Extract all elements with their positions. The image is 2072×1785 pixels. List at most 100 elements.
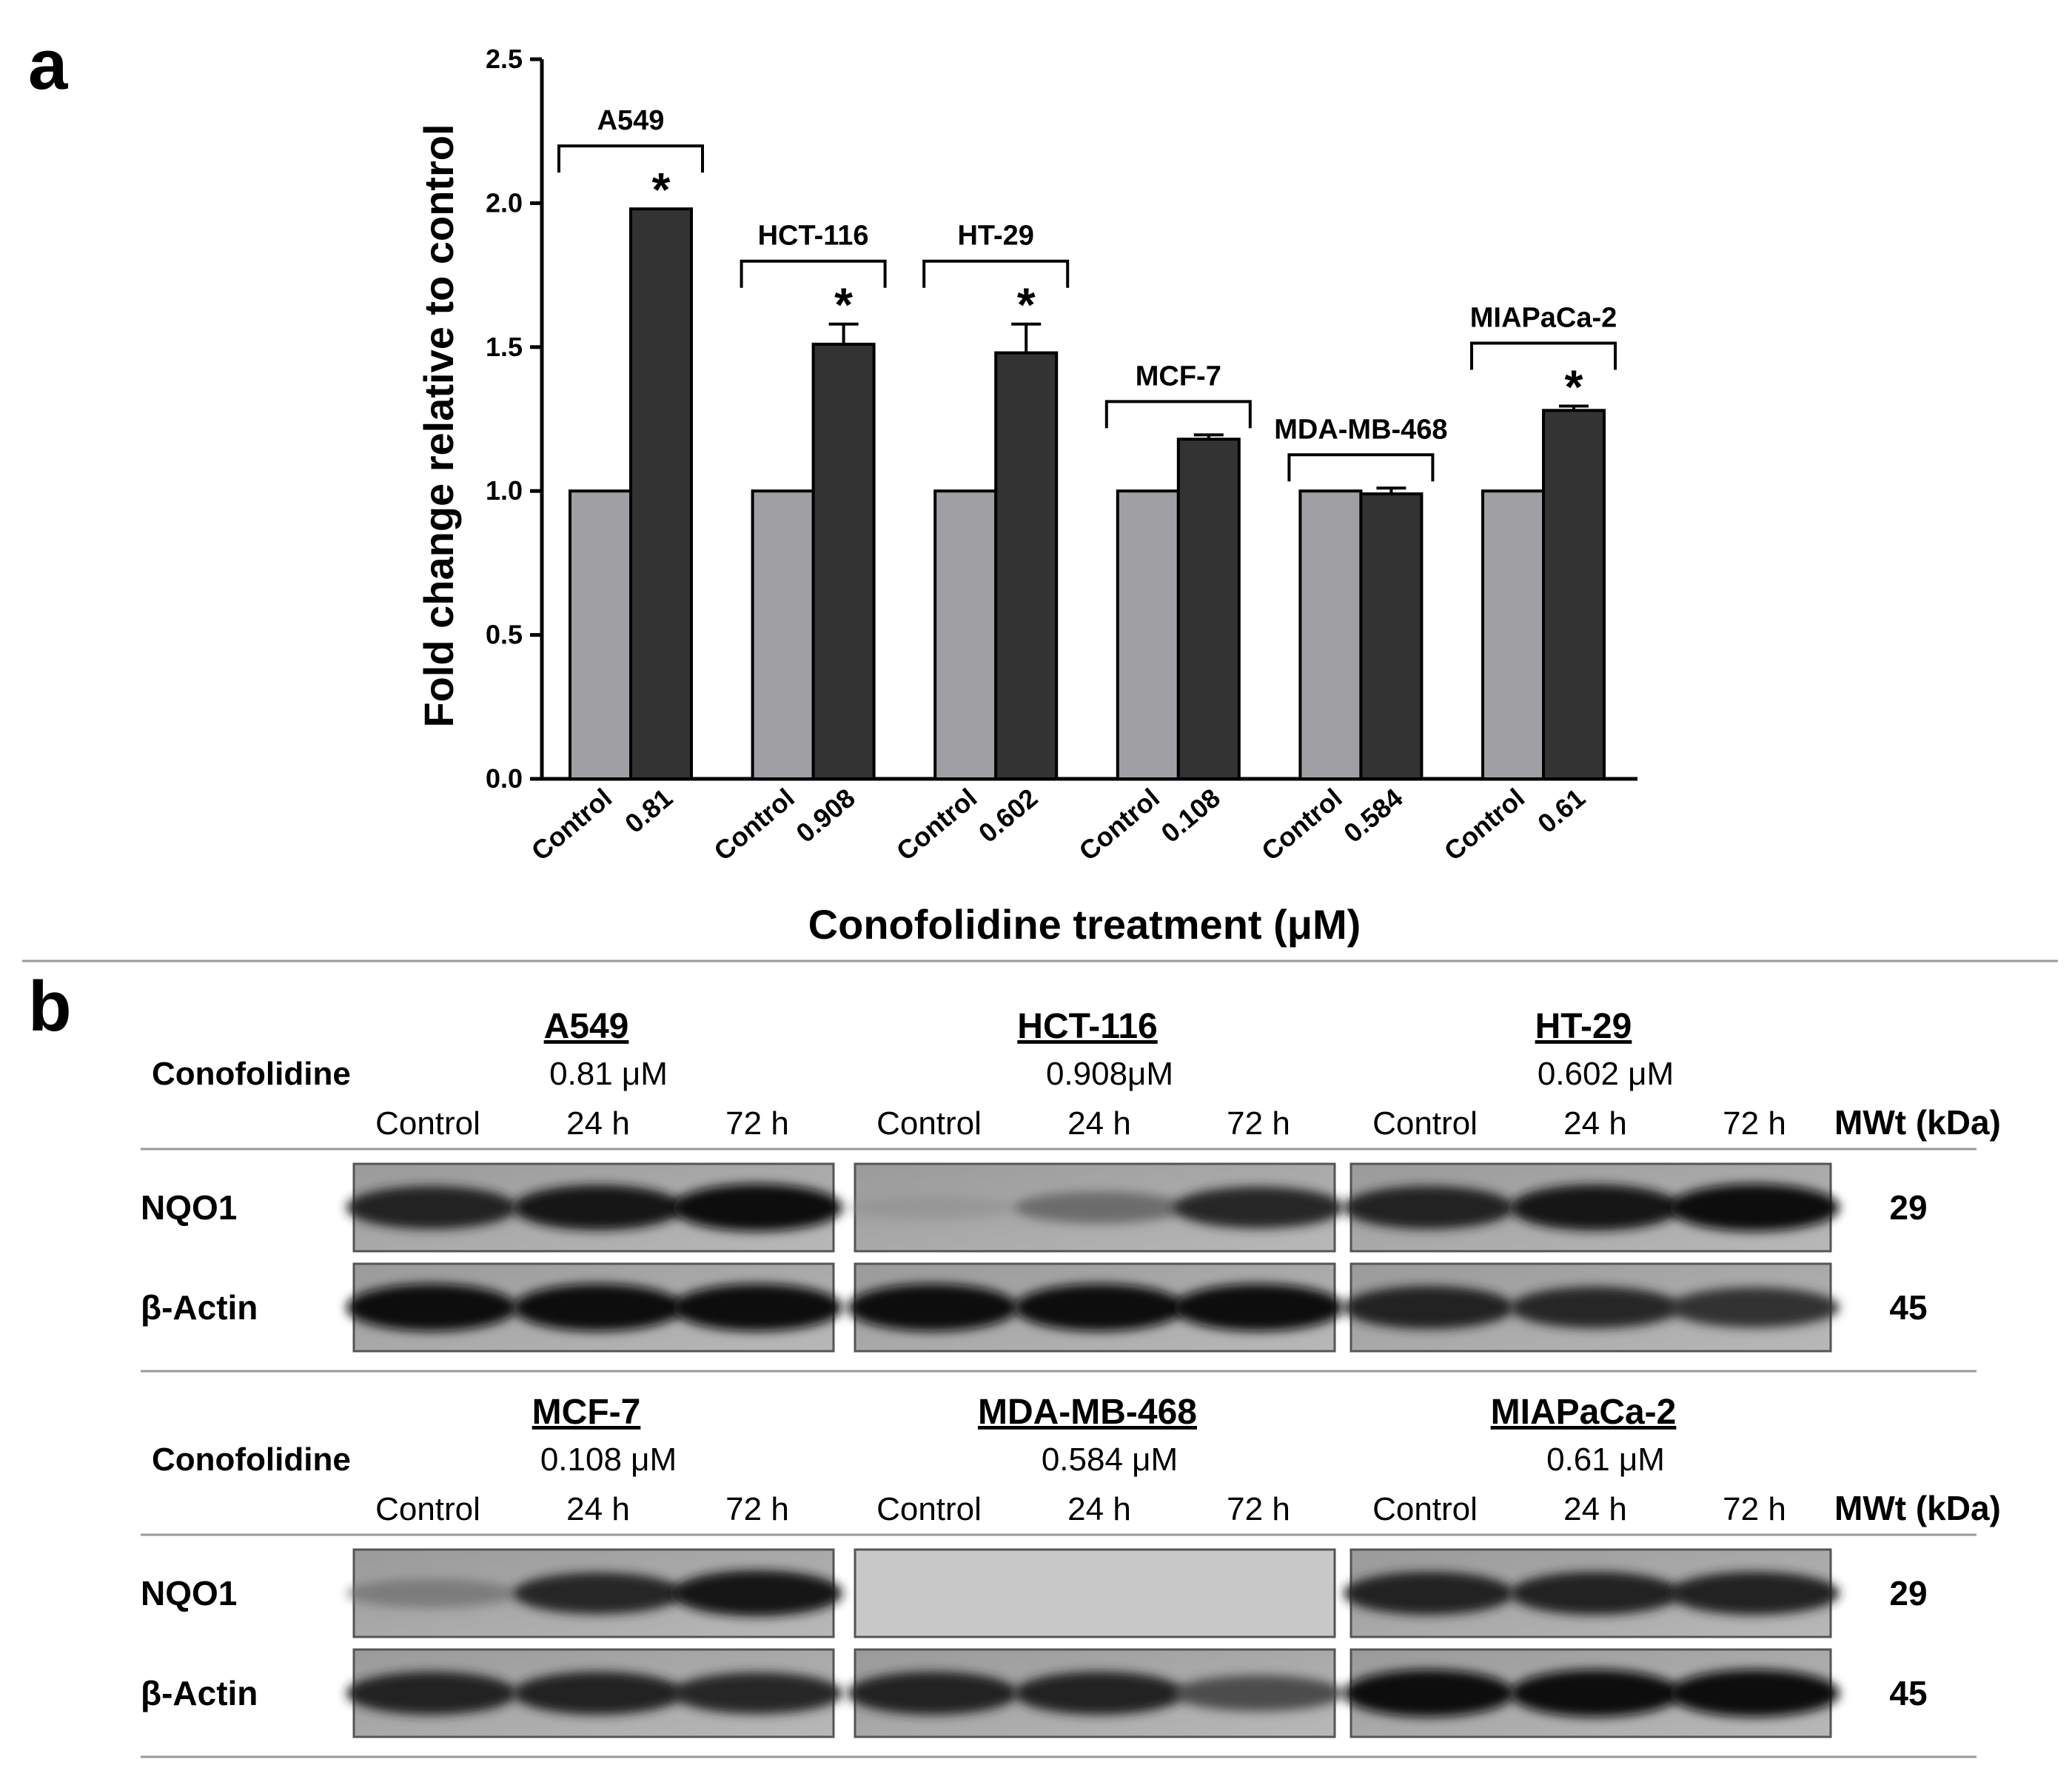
y-tick-label: 1.5 bbox=[486, 332, 523, 362]
bar-HT-29-0.602 bbox=[994, 351, 1059, 780]
blot-band bbox=[1344, 1670, 1514, 1717]
blot-band bbox=[513, 1671, 683, 1715]
lane-label: 72 h bbox=[1723, 1105, 1786, 1142]
blot-band bbox=[1669, 1287, 1840, 1328]
group-bracket bbox=[922, 259, 1070, 288]
bar-MDA-MB-468-Control bbox=[1298, 489, 1363, 780]
lane-label: Control bbox=[375, 1491, 480, 1527]
y-tick-label: 2.5 bbox=[486, 44, 523, 74]
mw-value: 45 bbox=[1889, 1674, 1927, 1712]
treatment-label: Conofolidine bbox=[152, 1441, 351, 1478]
cell-line-title: HCT-116 bbox=[1017, 1007, 1157, 1046]
lane-label: Control bbox=[876, 1491, 982, 1527]
group-label-MDA-MB-468: MDA-MB-468 bbox=[1274, 414, 1447, 445]
x-tick-label: Control bbox=[1438, 783, 1530, 867]
blot-band bbox=[1014, 1671, 1184, 1715]
cell-line-title: A549 bbox=[544, 1007, 629, 1046]
lane-label: 24 h bbox=[566, 1105, 630, 1142]
lane-label: 24 h bbox=[1067, 1105, 1131, 1142]
y-tick-label: 0.5 bbox=[486, 620, 523, 650]
concentration-label: 0.108 μM bbox=[540, 1441, 677, 1478]
concentration-label: 0.61 μM bbox=[1546, 1441, 1665, 1478]
lane-label: 24 h bbox=[1067, 1491, 1131, 1527]
row-label: β-Actin bbox=[141, 1288, 258, 1327]
bar-HCT-116-0.908 bbox=[811, 342, 876, 780]
blot-band bbox=[1173, 1675, 1344, 1712]
group-label-HCT-116: HCT-116 bbox=[758, 221, 869, 252]
blot-band bbox=[672, 1672, 842, 1715]
x-tick-label: 0.61 bbox=[1532, 783, 1591, 839]
bar-HT-29-Control bbox=[933, 489, 998, 780]
blot-band bbox=[1344, 1285, 1514, 1330]
significance-star: * bbox=[1017, 278, 1036, 332]
bar-MCF-7-Control bbox=[1116, 489, 1180, 780]
blot-band bbox=[1173, 1186, 1344, 1229]
blot-band bbox=[1344, 1571, 1514, 1615]
blot-band bbox=[848, 1284, 1018, 1331]
y-tick-label: 1.0 bbox=[486, 475, 523, 506]
bar-MIAPaCa-2-Control bbox=[1481, 489, 1545, 780]
blot-band bbox=[1669, 1184, 1840, 1231]
blot-band bbox=[346, 1185, 517, 1230]
blot-band bbox=[1510, 1286, 1680, 1329]
significance-star: * bbox=[834, 278, 853, 332]
bar-HCT-116-Control bbox=[751, 489, 815, 780]
x-tick-label: 0.81 bbox=[619, 783, 678, 839]
blot-band bbox=[346, 1284, 517, 1331]
bar-MIAPaCa-2-0.61 bbox=[1542, 409, 1606, 780]
x-axis-label: Conofolidine treatment (μM) bbox=[808, 901, 1361, 948]
group-label-MCF-7: MCF-7 bbox=[1136, 361, 1221, 392]
cell-line-title: HT-29 bbox=[1535, 1007, 1632, 1046]
mw-value: 29 bbox=[1889, 1188, 1927, 1227]
bar-A549-Control bbox=[569, 489, 632, 780]
group-label-MIAPaCa-2: MIAPaCa-2 bbox=[1470, 303, 1617, 334]
blot-band bbox=[1510, 1571, 1680, 1615]
significance-star: * bbox=[1565, 361, 1583, 414]
lane-label: 72 h bbox=[725, 1105, 789, 1142]
bar-MDA-MB-468-0.584 bbox=[1359, 492, 1424, 780]
cell-line-title: MCF-7 bbox=[532, 1393, 641, 1432]
cell-line-title: MDA-MB-468 bbox=[978, 1393, 1197, 1432]
x-tick-label: Control bbox=[708, 783, 799, 867]
concentration-label: 0.584 μM bbox=[1042, 1441, 1178, 1478]
group-bracket bbox=[1287, 453, 1435, 482]
cell-line-title: MIAPaCa-2 bbox=[1491, 1393, 1677, 1432]
x-tick-label: 0.908 bbox=[790, 783, 860, 848]
treatment-label: Conofolidine bbox=[152, 1056, 351, 1092]
lane-label: Control bbox=[1372, 1491, 1478, 1527]
x-tick-label: Control bbox=[891, 783, 982, 867]
x-tick-label: Control bbox=[1073, 783, 1165, 867]
mw-header: MWt (kDa) bbox=[1834, 1103, 2001, 1142]
group-bracket bbox=[1470, 341, 1617, 370]
significance-star: * bbox=[652, 163, 671, 216]
lane-label: 24 h bbox=[566, 1491, 630, 1527]
bar-MCF-7-0.108 bbox=[1176, 438, 1241, 780]
lane-label: 24 h bbox=[1563, 1491, 1627, 1527]
x-tick-label: 0.584 bbox=[1338, 783, 1408, 848]
blot-band bbox=[1510, 1670, 1680, 1717]
concentration-label: 0.602 μM bbox=[1538, 1056, 1674, 1092]
group-label-HT-29: HT-29 bbox=[957, 221, 1033, 252]
blot-band bbox=[513, 1185, 683, 1230]
blot-band bbox=[346, 1578, 517, 1608]
x-tick-label: 0.602 bbox=[973, 783, 1043, 848]
blot-band bbox=[1510, 1184, 1680, 1231]
blot-band bbox=[1669, 1571, 1840, 1615]
blot-band bbox=[1173, 1284, 1344, 1331]
blot-band bbox=[1669, 1670, 1840, 1717]
panel-letter-b: b bbox=[28, 967, 72, 1046]
blot-band bbox=[672, 1284, 842, 1331]
concentration-label: 0.81 μM bbox=[549, 1056, 668, 1092]
group-bracket bbox=[557, 144, 704, 173]
lane-label: Control bbox=[1372, 1105, 1478, 1142]
blot-band bbox=[1344, 1185, 1514, 1230]
blot-band bbox=[672, 1570, 842, 1617]
blot-strip bbox=[854, 1548, 1336, 1638]
y-tick-label: 0.0 bbox=[486, 763, 523, 794]
lane-label: 72 h bbox=[1227, 1491, 1290, 1527]
blot-band bbox=[1014, 1191, 1184, 1224]
western-blots: Conofolidine A549 0.81 μM Control 24 h 72 h HC… bbox=[141, 1007, 2001, 1758]
blot-band bbox=[513, 1572, 683, 1615]
panel-letter-a: a bbox=[28, 25, 68, 104]
